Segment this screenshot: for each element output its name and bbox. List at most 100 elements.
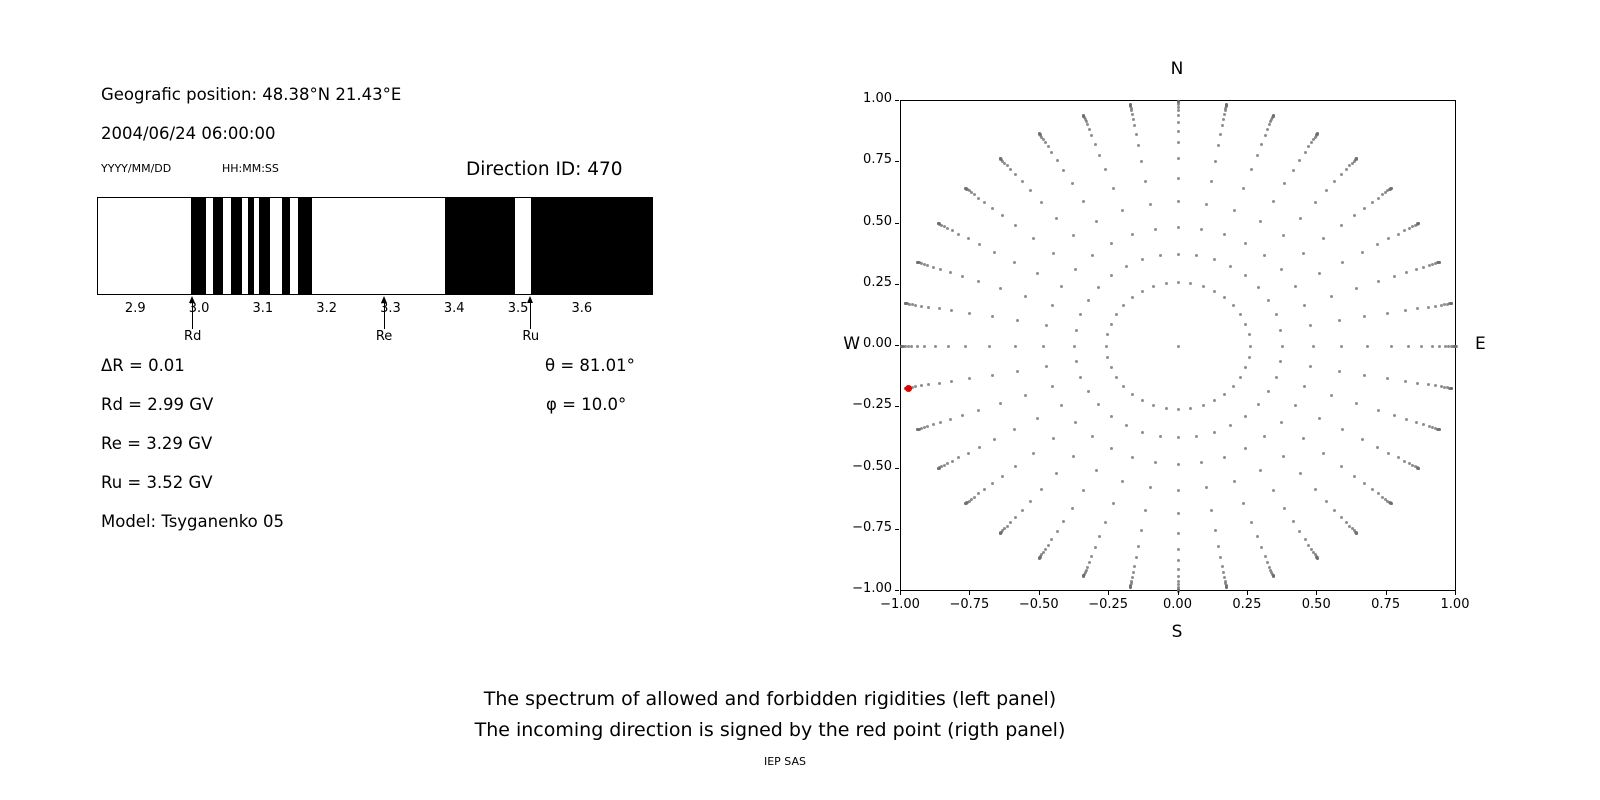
asymptotic-direction-dot (1205, 202, 1209, 206)
asymptotic-direction-dot (1114, 312, 1118, 316)
asymptotic-direction-dot (1213, 159, 1217, 163)
asymptotic-direction-dot (1339, 465, 1343, 469)
forbidden-band (247, 198, 254, 294)
asymptotic-direction-dot (1321, 451, 1325, 455)
asymptotic-direction-dot (1014, 173, 1018, 177)
asymptotic-direction-dot (1376, 408, 1380, 412)
asymptotic-direction-dot (942, 225, 946, 229)
direction-y-tick-mark (895, 283, 899, 285)
asymptotic-direction-dot (1195, 434, 1199, 438)
asymptotic-direction-dot (1371, 488, 1375, 492)
asymptotic-direction-dot (926, 263, 930, 267)
direction-y-tick-mark (895, 467, 899, 469)
asymptotic-direction-dot (991, 482, 995, 486)
asymptotic-direction-dot (1003, 161, 1007, 165)
asymptotic-direction-dot (1330, 295, 1334, 299)
asymptotic-direction-dot (1312, 137, 1316, 141)
asymptotic-direction-dot (1411, 225, 1415, 229)
asymptotic-direction-dot (1303, 303, 1307, 307)
asymptotic-direction-dot (1269, 120, 1273, 124)
asymptotic-direction-dot (1005, 164, 1009, 168)
asymptotic-direction-dot (1313, 553, 1317, 557)
asymptotic-direction-dot (1085, 565, 1089, 569)
asymptotic-direction-dot (1427, 263, 1431, 267)
asymptotic-direction-dot (914, 303, 918, 307)
asymptotic-direction-dot (945, 226, 949, 230)
asymptotic-direction-dot (1450, 301, 1454, 305)
asymptotic-direction-dot (1177, 114, 1180, 118)
asymptotic-direction-dot (1416, 307, 1420, 311)
asymptotic-direction-dot (1221, 564, 1225, 568)
asymptotic-direction-dot (960, 413, 964, 417)
asymptotic-direction-dot (1243, 274, 1247, 278)
asymptotic-direction-dot (1130, 295, 1134, 299)
asymptotic-direction-dot (1244, 447, 1248, 451)
asymptotic-direction-dot (1363, 373, 1367, 377)
asymptotic-direction-dot (1386, 377, 1390, 381)
asymptotic-direction-dot (916, 260, 920, 264)
asymptotic-direction-dot (1040, 553, 1044, 557)
asymptotic-direction-dot (948, 417, 952, 421)
asymptotic-direction-dot (1239, 376, 1243, 380)
asymptotic-direction-dot (1386, 311, 1390, 315)
asymptotic-direction-dot (1271, 114, 1275, 118)
asymptotic-direction-dot (1337, 319, 1341, 323)
asymptotic-direction-dot (1114, 376, 1118, 380)
asymptotic-direction-dot (1366, 344, 1370, 348)
asymptotic-direction-dot (1177, 547, 1180, 551)
direction-y-tick-label: 0.75 (863, 152, 892, 168)
asymptotic-direction-dot (1125, 265, 1129, 269)
asymptotic-direction-dot (1200, 227, 1204, 231)
center-dot (1177, 344, 1180, 348)
asymptotic-direction-dot (1260, 143, 1263, 147)
asymptotic-direction-dot (1266, 560, 1270, 564)
asymptotic-direction-dot (940, 465, 944, 469)
asymptotic-direction-dot (1023, 295, 1027, 299)
asymptotic-direction-dot (977, 242, 981, 246)
asymptotic-direction-dot (1310, 140, 1314, 144)
asymptotic-direction-dot (1363, 315, 1367, 319)
asymptotic-direction-dot (1426, 305, 1430, 309)
asymptotic-direction-dot (1038, 132, 1042, 136)
asymptotic-direction-dot (1301, 251, 1305, 255)
asymptotic-direction-dot (1411, 463, 1415, 467)
asymptotic-direction-dot (1213, 529, 1217, 533)
asymptotic-direction-dot (1450, 387, 1454, 391)
asymptotic-direction-dot (1340, 260, 1344, 264)
direction-y-tick-label: −1.00 (852, 581, 892, 596)
spectrum-x-tick-label: 3.0 (188, 301, 210, 316)
asymptotic-direction-dot (950, 309, 954, 313)
direction-id-label: Direction ID: 470 (466, 159, 623, 180)
direction-x-tick-label: −0.75 (949, 597, 990, 612)
asymptotic-direction-dot (1339, 515, 1343, 519)
asymptotic-direction-dot (1354, 287, 1358, 291)
asymptotic-direction-dot (920, 384, 924, 388)
asymptotic-direction-dot (1387, 451, 1391, 455)
asymptotic-direction-dot (1109, 322, 1113, 326)
asymptotic-direction-dot (1309, 365, 1313, 369)
asymptotic-direction-dot (1355, 156, 1359, 160)
asymptotic-direction-dot (1222, 571, 1226, 575)
asymptotic-direction-dot (950, 379, 954, 383)
asymptotic-direction-dot (1274, 313, 1278, 317)
asymptotic-direction-dot (1003, 527, 1007, 531)
theta-value: θ = 81.01° (545, 356, 635, 375)
asymptotic-direction-dot (1177, 130, 1180, 134)
asymptotic-direction-dot (991, 206, 995, 210)
asymptotic-direction-dot (942, 463, 946, 467)
asymptotic-direction-dot (1000, 213, 1004, 217)
asymptotic-direction-dot (1212, 399, 1216, 403)
asymptotic-direction-dot (992, 250, 996, 254)
asymptotic-direction-dot (1232, 209, 1236, 213)
spectrum-x-tick-label: 3.6 (571, 301, 593, 316)
asymptotic-direction-dot (1353, 213, 1357, 217)
asymptotic-direction-dot (1097, 285, 1101, 289)
asymptotic-direction-dot (1244, 241, 1248, 245)
asymptotic-direction-dot (1430, 344, 1434, 348)
caption-line1: The spectrum of allowed and forbidden ri… (483, 688, 1057, 710)
asymptotic-direction-dot (1177, 488, 1180, 492)
asymptotic-direction-dot (1355, 532, 1359, 536)
direction-ticks: −1.00 −0.75 −0.50 −0.25 0.00 0.25 0.50 0.75 1.00… (820, 55, 1560, 655)
asymptotic-direction-dot (1393, 275, 1397, 279)
asymptotic-direction-dot (1439, 303, 1443, 307)
